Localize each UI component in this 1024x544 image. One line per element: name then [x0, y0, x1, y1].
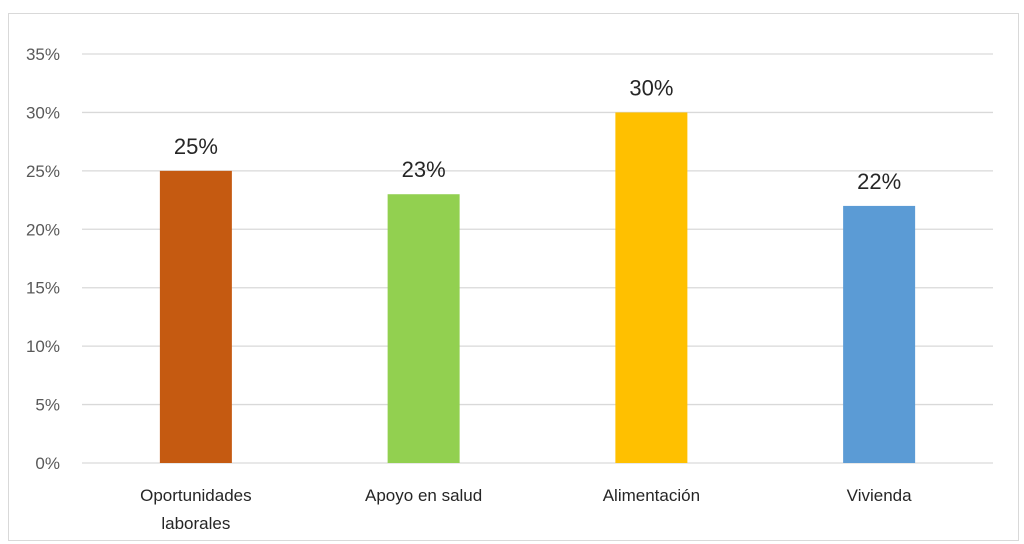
bar	[615, 112, 688, 463]
y-tick-label: 15%	[26, 279, 60, 298]
y-tick-label: 30%	[26, 103, 60, 122]
bar	[159, 170, 232, 463]
category-label-line: Apoyo en salud	[365, 486, 482, 505]
y-axis-tick-labels: 0% 5% 10% 15% 20% 25% 30% 35%	[26, 45, 60, 473]
y-tick-label: 35%	[26, 45, 60, 64]
category-label-line: Vivienda	[847, 486, 912, 505]
bars	[159, 112, 916, 463]
x-axis-category-labels: Oportunidades laborales Apoyo en salud Alim…	[140, 486, 912, 533]
data-label: 30%	[629, 75, 673, 100]
y-tick-label: 25%	[26, 162, 60, 181]
y-tick-label: 5%	[35, 396, 60, 415]
category-label: Vivienda	[847, 486, 912, 505]
bar	[843, 205, 916, 463]
category-label-line: Oportunidades	[140, 486, 252, 505]
gridlines	[82, 53, 993, 464]
data-label: 22%	[857, 169, 901, 194]
y-tick-label: 20%	[26, 220, 60, 239]
category-label: Apoyo en salud	[365, 486, 482, 505]
category-label: Oportunidades laborales	[140, 486, 252, 533]
bar	[387, 194, 460, 463]
data-labels: 25% 23% 30% 22%	[174, 75, 901, 193]
y-tick-label: 0%	[35, 454, 60, 473]
category-label-line: Alimentación	[603, 486, 700, 505]
y-tick-label: 10%	[26, 337, 60, 356]
data-label: 25%	[174, 134, 218, 159]
data-label: 23%	[402, 157, 446, 182]
category-label: Alimentación	[603, 486, 700, 505]
category-label-line: laborales	[161, 514, 230, 533]
